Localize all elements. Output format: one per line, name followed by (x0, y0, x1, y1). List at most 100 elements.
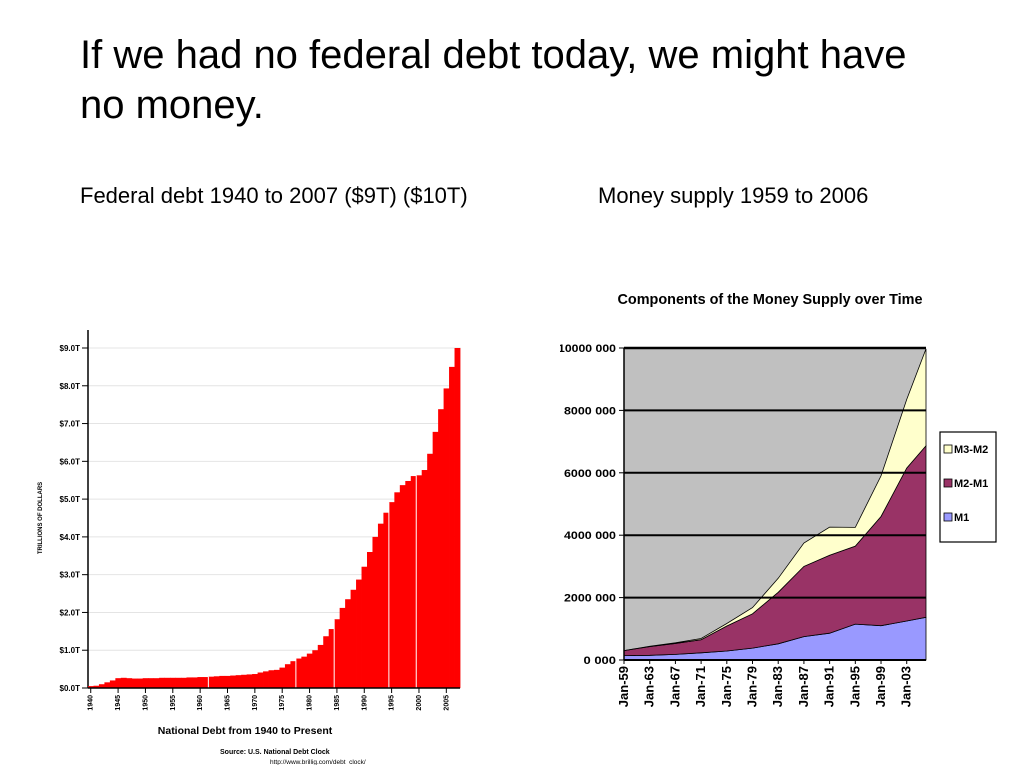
y-tick-label: 0 000 (584, 655, 617, 667)
bar (388, 502, 395, 688)
bar (104, 682, 111, 688)
money-supply-chart: Components of the Money Supply over Time… (560, 291, 997, 707)
x-tick-label: Jan-59 (616, 666, 631, 707)
bar (131, 678, 138, 688)
bar (115, 678, 122, 688)
y-tick-label: $5.0T (60, 495, 81, 504)
slide-title: If we had no federal debt today, we migh… (80, 33, 907, 127)
bar (416, 475, 423, 688)
y-tick-label: $7.0T (60, 420, 81, 429)
area-m3-m2 (623, 348, 927, 651)
bar (295, 658, 302, 688)
federal-debt-chart: $0.0T $1.0T $2.0T $3.0T $4.0T $5.0T $6.0T $7.0T… (38, 330, 461, 765)
x-tick-label: 1990 (361, 695, 368, 711)
bar (427, 453, 434, 688)
x-tick-label: 1945 (115, 695, 122, 711)
bar (323, 636, 330, 688)
bar (142, 678, 149, 688)
bar (120, 677, 127, 688)
y-tick-label: $3.0T (60, 571, 81, 580)
bar (230, 675, 237, 688)
x-tick-label: Jan-71 (693, 666, 708, 707)
bar (186, 677, 193, 688)
bar (328, 629, 335, 688)
x-tick-label: Jan-79 (745, 666, 760, 707)
bar (252, 674, 258, 688)
y-tick-label: 2000 000 (564, 593, 616, 605)
bar (290, 661, 297, 688)
bar (88, 686, 94, 688)
x-axis-label: National Debt from 1940 to Present (158, 725, 333, 737)
y-tick-label: $0.0T (60, 684, 81, 693)
bar (181, 677, 187, 688)
bar (241, 674, 248, 688)
bar (350, 589, 357, 688)
bar (421, 470, 428, 688)
bar (274, 669, 280, 688)
y-tick-label: $9.0T (60, 344, 81, 353)
bar (405, 480, 412, 688)
legend-swatch (943, 444, 953, 454)
y-tick-label: 6000 000 (564, 468, 616, 480)
y-tick-label: $2.0T (60, 608, 81, 617)
bar (377, 523, 384, 688)
bar (399, 485, 406, 688)
y-tick-label: $8.0T (60, 382, 81, 391)
bar (197, 677, 204, 688)
x-tick-label: 1960 (197, 695, 204, 711)
bar (109, 680, 116, 688)
x-tick-label: 1980 (307, 695, 314, 711)
y-tick-label: $6.0T (60, 457, 81, 466)
bar (137, 678, 144, 688)
bar (317, 644, 324, 688)
bar (219, 675, 226, 688)
source-note: Source: U.S. National Debt Clock (220, 749, 330, 756)
bar (153, 678, 160, 688)
x-tick-label: Jan-67 (667, 666, 682, 707)
bar (345, 599, 351, 688)
bar (246, 674, 253, 688)
bar (367, 552, 373, 688)
bar (301, 656, 308, 688)
bar (454, 348, 461, 688)
bar (98, 684, 105, 688)
y-tick-label: 4000 000 (564, 530, 616, 542)
x-tick-label: 1965 (225, 695, 232, 711)
bar (361, 566, 368, 688)
bar (279, 667, 286, 688)
y-tick-label: $4.0T (60, 533, 81, 542)
x-tick-label: 2005 (443, 695, 450, 711)
y-tick-label: 10000 000 (560, 343, 616, 355)
legend-label: M2-M1 (954, 478, 988, 490)
legend-label: M3-M2 (954, 444, 988, 456)
bar (159, 677, 165, 688)
bar (443, 388, 450, 688)
source-url: http://www.brillig.com/debt_clock/ (270, 759, 366, 765)
bar (93, 685, 100, 688)
x-tick-label: 1955 (170, 695, 177, 711)
bar (126, 678, 133, 688)
bar (235, 675, 242, 688)
x-tick-label: Jan-87 (796, 666, 811, 707)
y-tick-label: $1.0T (60, 646, 81, 655)
bar (372, 536, 379, 688)
x-tick-label: Jan-63 (642, 666, 657, 707)
x-tick-label: Jan-99 (873, 666, 888, 707)
bar (383, 512, 390, 688)
bar (394, 492, 401, 688)
bar (339, 607, 346, 688)
y-axis-label: TRILLIONS OF DOLLARS (38, 482, 44, 554)
bar (213, 676, 220, 688)
chart-title: Components of the Money Supply over Time (618, 291, 923, 308)
bar (191, 677, 198, 688)
money-caption: Money supply 1959 to 2006 (598, 183, 869, 208)
bar (148, 678, 155, 688)
x-tick-label: Jan-03 (899, 666, 914, 707)
x-tick-label: Jan-95 (847, 666, 862, 707)
bar (432, 431, 439, 688)
bar (306, 653, 313, 688)
bar (175, 677, 182, 688)
y-tick-label: 8000 000 (564, 405, 616, 417)
bar (268, 670, 275, 688)
bar (208, 676, 215, 688)
